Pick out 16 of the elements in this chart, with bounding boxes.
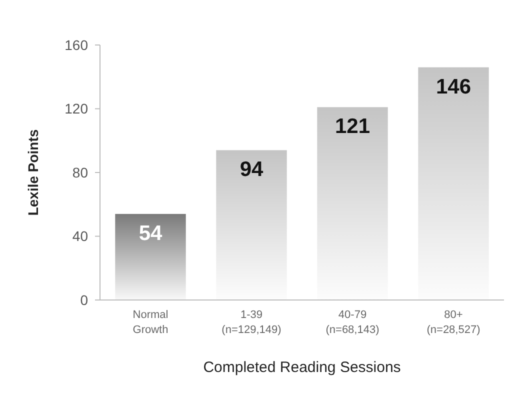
- y-tick-label: 120: [64, 100, 88, 117]
- data-label: 146: [436, 75, 472, 98]
- x-axis-title: Completed Reading Sessions: [203, 359, 401, 376]
- y-axis-title: Lexile Points: [25, 129, 41, 216]
- y-tick-label: 160: [64, 36, 88, 53]
- y-tick-label: 0: [80, 292, 88, 308]
- y-tick-label: 80: [72, 164, 88, 180]
- bar: [115, 214, 186, 300]
- x-tick-label: 1-39 (n=129,149): [222, 309, 282, 336]
- x-tick-label: 80+ (n=28,527): [426, 309, 480, 336]
- y-tick-label: 40: [72, 228, 88, 244]
- x-tick-label: Normal Growth: [132, 309, 168, 336]
- data-label: 94: [240, 158, 264, 182]
- data-label: 54: [138, 222, 162, 245]
- data-label: 121: [334, 115, 370, 138]
- x-tick-label: 40-79 (n=68,143): [326, 309, 380, 336]
